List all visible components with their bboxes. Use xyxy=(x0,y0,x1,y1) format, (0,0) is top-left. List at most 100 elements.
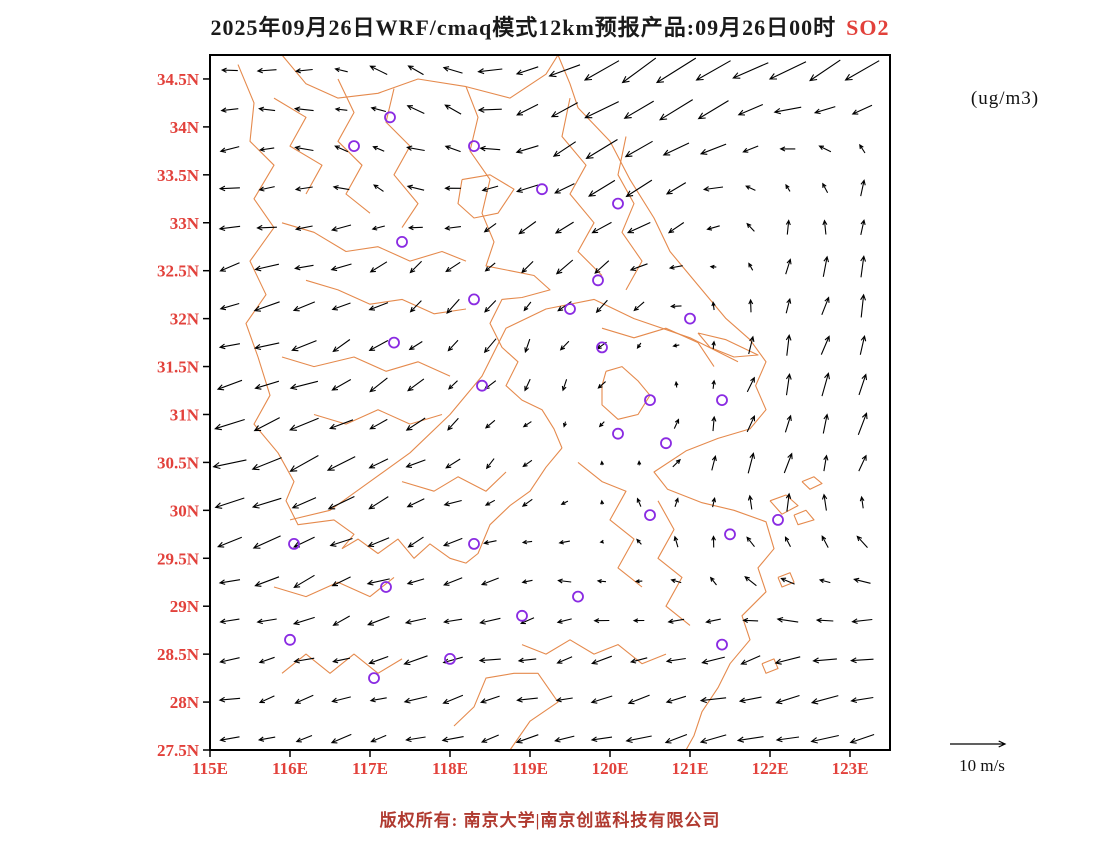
wind-arrow xyxy=(664,733,688,744)
wind-arrow xyxy=(809,59,841,82)
wind-arrow xyxy=(668,264,683,270)
wind-arrow xyxy=(372,145,385,152)
wind-arrow xyxy=(294,145,314,152)
wind-arrow xyxy=(516,696,538,703)
wind-arrow xyxy=(330,733,352,744)
wind-arrow xyxy=(406,184,425,191)
boundary-line-county-boundary xyxy=(337,78,371,214)
wind-arrow xyxy=(406,578,425,586)
wind-arrow xyxy=(709,264,717,269)
x-tick-label: 118E xyxy=(432,759,468,778)
y-tick-label: 28N xyxy=(170,693,200,712)
wind-arrow xyxy=(559,340,570,351)
wind-arrow xyxy=(409,260,422,274)
wind-arrow xyxy=(561,379,568,392)
y-tick-label: 30.5N xyxy=(157,453,200,472)
wind-arrow xyxy=(366,578,390,586)
wind-arrow xyxy=(670,578,682,584)
wind-arrow xyxy=(447,417,459,431)
wind-arrow xyxy=(294,186,313,192)
y-tick-label: 34N xyxy=(170,118,200,137)
station-marker xyxy=(724,528,736,541)
wind-arrow xyxy=(219,146,240,153)
wind-arrow xyxy=(330,263,352,272)
y-tick-label: 29.5N xyxy=(157,549,200,568)
wind-arrow xyxy=(785,334,792,356)
wind-arrow xyxy=(711,379,716,389)
wind-arrow xyxy=(479,145,501,152)
wind-arrow xyxy=(332,185,350,191)
boundary-line-zhoushan-island-1 xyxy=(769,494,799,515)
wind-arrow xyxy=(697,100,729,120)
y-tick-label: 32.5N xyxy=(157,262,200,281)
wind-arrow xyxy=(627,694,650,705)
wind-arrow xyxy=(292,616,315,626)
wind-arrow xyxy=(524,338,531,354)
wind-arrow xyxy=(583,60,620,81)
wind-arrow xyxy=(524,378,531,392)
y-tick-label: 33N xyxy=(170,214,200,233)
wind-arrow xyxy=(368,340,389,351)
wind-arrow xyxy=(326,456,356,471)
station-marker xyxy=(476,379,488,392)
wind-arrow xyxy=(406,145,425,152)
wind-arrow xyxy=(295,734,313,743)
wind-arrow xyxy=(711,340,716,350)
wind-arrow xyxy=(821,372,830,397)
wind-arrow xyxy=(745,185,756,191)
station-marker xyxy=(644,394,656,407)
wind-arrow xyxy=(404,617,427,625)
wind-arrow xyxy=(860,255,867,278)
boundary-line-county-boundary xyxy=(385,88,419,228)
wind-arrow xyxy=(367,615,390,626)
wind-arrow xyxy=(478,657,501,664)
wind-arrow xyxy=(481,185,499,192)
wind-arrow xyxy=(667,618,685,624)
wind-arrow xyxy=(370,734,387,743)
station-marker xyxy=(516,609,528,622)
wind-arrow xyxy=(258,106,276,112)
chart-title: 2025年09月26日WRF/cmaq模式12km预报产品:09月26日00时 S… xyxy=(0,10,1100,42)
wind-arrow xyxy=(744,575,757,587)
wind-arrow xyxy=(815,617,834,623)
wind-arrow xyxy=(673,535,679,548)
wind-arrow xyxy=(256,67,277,74)
wind-arrow xyxy=(860,179,866,197)
wind-arrow xyxy=(407,65,424,76)
station-marker xyxy=(716,638,728,651)
wind-arrow xyxy=(632,618,645,623)
wind-arrow xyxy=(291,340,317,352)
axes: 115E 116E 117E 118E 119E 120E 121E 122E 123E 27.5… xyxy=(157,54,891,778)
station-marker xyxy=(612,427,624,440)
wind-arrow xyxy=(548,64,581,78)
wind-arrow xyxy=(820,335,830,355)
wind-arrow xyxy=(859,143,866,154)
wind-arrow xyxy=(369,377,388,393)
wind-arrow xyxy=(558,539,570,545)
wind-arrow xyxy=(485,458,495,470)
wind-arrow xyxy=(844,60,880,81)
wind-arrow xyxy=(748,298,754,313)
wind-arrow xyxy=(625,735,652,744)
wind-arrow xyxy=(621,57,657,84)
wind-arrow xyxy=(368,496,389,510)
wind-arrow xyxy=(598,421,605,428)
wind-arrow xyxy=(444,104,462,115)
wind-arrow xyxy=(822,255,830,277)
wind-arrow xyxy=(637,460,642,466)
station-marker xyxy=(772,514,784,526)
wind-arrow xyxy=(254,576,280,587)
boundary-line-county-boundary xyxy=(601,327,715,367)
wind-arrow xyxy=(447,339,459,352)
wind-arrow xyxy=(405,459,426,468)
wind-arrow xyxy=(560,500,569,505)
wind-arrow xyxy=(408,341,423,351)
wind-arrow xyxy=(442,66,463,74)
station-marker xyxy=(388,336,400,349)
wind-arrow xyxy=(784,414,792,433)
wind-arrow xyxy=(369,261,388,273)
wind-arrow xyxy=(785,183,791,192)
wind-arrow xyxy=(821,296,830,316)
wind-arrow xyxy=(746,415,756,433)
chart-title-species: SO2 xyxy=(846,15,890,40)
